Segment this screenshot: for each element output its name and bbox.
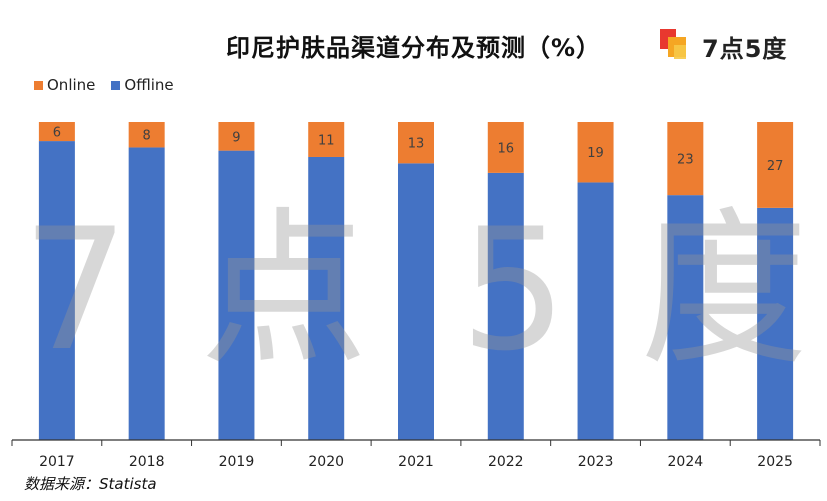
data-label-online-2022: 16 — [498, 141, 515, 156]
legend-label-online: Online — [47, 76, 96, 94]
bar-offline-2024 — [667, 195, 704, 440]
bar-offline-2025 — [757, 207, 794, 440]
bar-online-2025 — [757, 122, 794, 208]
legend-label-offline: Offline — [124, 76, 174, 94]
legend-swatch-offline — [111, 80, 121, 90]
bar-online-2024 — [667, 122, 704, 196]
x-tick-label-2017: 2017 — [39, 454, 75, 470]
data-label-online-2021: 13 — [408, 137, 425, 152]
bar-offline-2020 — [308, 156, 345, 441]
bar-online-2021 — [398, 122, 434, 164]
legend-swatch-online — [34, 80, 43, 90]
x-tick-label-2018: 2018 — [129, 454, 165, 470]
x-tick-label-2024: 2024 — [668, 454, 704, 470]
logo-text: 7点5度 — [702, 34, 788, 63]
x-tick-label-2020: 2020 — [308, 454, 344, 470]
data-label-online-2025: 27 — [767, 159, 784, 174]
bar-online-2022 — [487, 122, 524, 173]
bar-offline-2022 — [487, 172, 524, 440]
logo-icon — [660, 29, 698, 63]
data-label-online-2017: 6 — [53, 126, 61, 141]
bar-online-2020 — [308, 122, 345, 157]
x-tick-label-2025: 2025 — [757, 454, 793, 470]
bar-online-2017 — [38, 122, 75, 142]
bar-offline-2021 — [398, 163, 434, 440]
bar-online-2023 — [577, 122, 614, 183]
bar-online-2019 — [218, 122, 255, 151]
data-label-online-2018: 8 — [143, 129, 151, 144]
legend-item-offline: Offline — [111, 76, 174, 94]
bar-offline-2018 — [128, 147, 165, 440]
legend-item-online: Online — [34, 76, 95, 94]
data-label-online-2024: 23 — [677, 153, 694, 168]
bar-offline-2019 — [218, 150, 255, 440]
chart-title: 印尼护肤品渠道分布及预测（%） — [225, 34, 602, 62]
data-label-online-2023: 19 — [587, 146, 604, 161]
x-tick-label-2022: 2022 — [488, 454, 524, 470]
data-label-online-2020: 11 — [318, 133, 335, 148]
brand-logo: 7点5度 — [660, 26, 810, 66]
data-source: 数据来源：Statista — [24, 475, 157, 493]
bar-offline-2017 — [38, 141, 75, 440]
data-label-online-2019: 9 — [232, 130, 240, 145]
chart-legend: Online Offline — [34, 76, 190, 94]
x-tick-label-2023: 2023 — [578, 454, 614, 470]
x-tick-label-2021: 2021 — [398, 454, 434, 470]
bar-offline-2023 — [577, 182, 614, 441]
bar-online-2018 — [128, 122, 165, 148]
x-tick-label-2019: 2019 — [219, 454, 255, 470]
